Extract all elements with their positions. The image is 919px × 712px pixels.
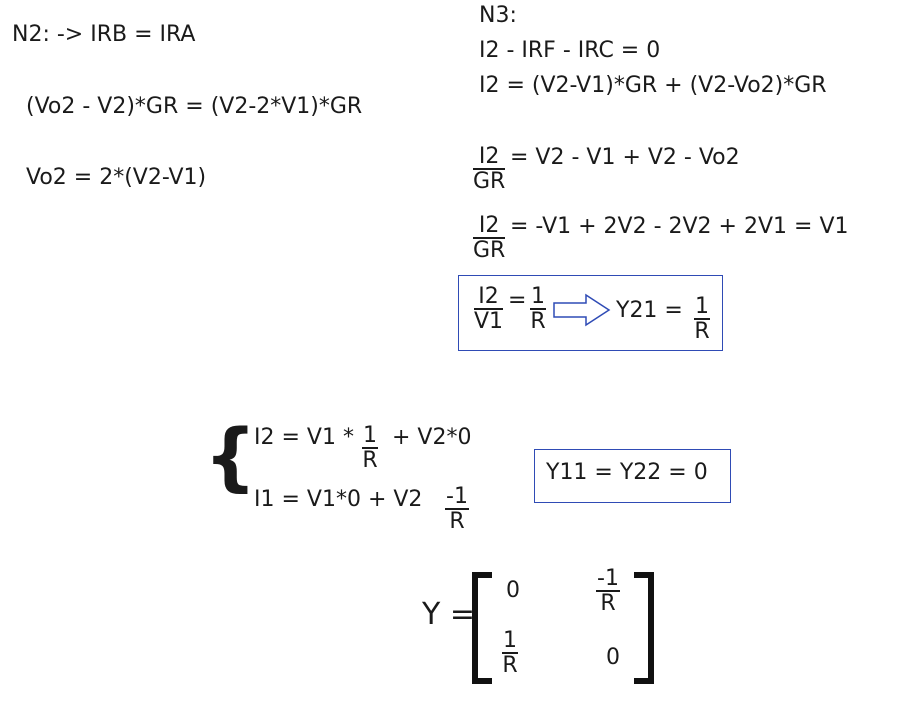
system-brace-icon: { (204, 414, 257, 500)
y21-value-fraction: 1 R (694, 296, 710, 343)
fraction-denominator: R (694, 319, 710, 344)
system-row-1-fraction: 1 R (362, 425, 378, 472)
fraction-denominator: R (502, 653, 518, 678)
y11-y22-box (534, 449, 731, 503)
fraction-numerator: 1 (530, 284, 546, 310)
n3-heading: N3: (479, 3, 517, 28)
y11-y22-label: Y11 = Y22 = 0 (546, 460, 708, 485)
fraction-numerator: -1 (445, 484, 469, 510)
implies-arrow-icon (553, 293, 611, 327)
n3-fraction-1: I2 GR (473, 146, 506, 194)
matrix-label: Y = (422, 597, 475, 632)
fraction-numerator: 1 (362, 423, 378, 449)
matrix-left-bracket (472, 572, 492, 684)
fraction-numerator: I2 (474, 286, 504, 310)
fraction-denominator: V1 (474, 309, 504, 334)
matrix-a12-fraction: -1 R (596, 568, 620, 615)
fraction-denominator: R (449, 509, 465, 534)
n3-fraction-2-rhs: = -V1 + 2V2 - 2V2 + 2V1 = V1 (510, 214, 849, 239)
system-row-2-fraction: -1 R (445, 486, 469, 533)
fraction-numerator: 1 (694, 294, 710, 320)
matrix-a21-fraction: 1 R (502, 630, 518, 677)
n2-equation-1: (Vo2 - V2)*GR = (V2-2*V1)*GR (26, 94, 363, 119)
fraction-denominator: GR (473, 169, 506, 194)
y21-result-box (458, 275, 723, 351)
n2-equation-2: Vo2 = 2*(V2-V1) (26, 165, 207, 190)
n2-heading: N2: -> IRB = IRA (12, 22, 196, 47)
matrix-a11: 0 (506, 578, 520, 603)
system-row-1-lhs: I2 = V1 * (254, 425, 354, 450)
y21-label: Y21 = (616, 298, 683, 323)
n3-fraction-2: I2 GR (473, 215, 506, 263)
fraction-numerator: -1 (596, 566, 620, 592)
system-row-1-tail: + V2*0 (392, 425, 472, 450)
n3-fraction-1-rhs: = V2 - V1 + V2 - Vo2 (510, 145, 740, 170)
one-over-r-fraction: 1 R (530, 286, 546, 333)
fraction-denominator: R (362, 448, 378, 473)
fraction-numerator: I2 (473, 146, 506, 170)
fraction-numerator: 1 (502, 628, 518, 654)
matrix-a22: 0 (606, 645, 620, 670)
fraction-denominator: GR (473, 238, 506, 263)
n3-equation-1: I2 - IRF - IRC = 0 (479, 38, 661, 63)
fraction-denominator: R (530, 309, 546, 334)
i2-over-v1-fraction: I2 V1 (474, 286, 504, 334)
fraction-numerator: I2 (473, 215, 506, 239)
system-row-2-lhs: I1 = V1*0 + V2 (254, 487, 423, 512)
equals-sign: = (508, 288, 527, 313)
matrix-right-bracket (634, 572, 654, 684)
n3-equation-2: I2 = (V2-V1)*GR + (V2-Vo2)*GR (479, 73, 827, 98)
fraction-denominator: R (600, 591, 616, 616)
